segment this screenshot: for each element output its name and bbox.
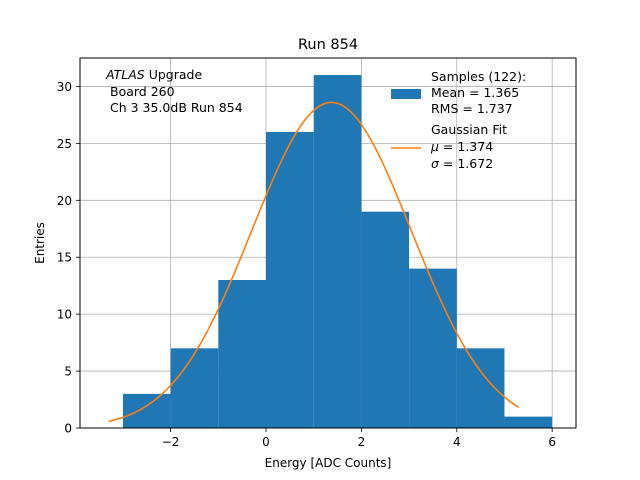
histogram-bar: [456, 348, 505, 428]
histogram-bar: [361, 211, 410, 428]
legend-sigma-value: = 1.672: [439, 156, 493, 171]
histogram-bar: [122, 393, 171, 428]
y-tick-label: 15: [57, 251, 72, 265]
legend-samples-mean: Mean = 1.365: [431, 85, 519, 100]
y-tick-label: 10: [57, 308, 72, 322]
x-tick-label: 0: [262, 435, 270, 449]
annotation-line-1: ATLAS Upgrade: [105, 67, 202, 82]
legend-samples-patch: [391, 89, 421, 99]
y-tick-label: 25: [57, 137, 72, 151]
histogram-bar: [218, 280, 266, 428]
annotation-board: Board 260: [110, 84, 175, 99]
annotation-upgrade: Upgrade: [145, 67, 203, 82]
legend-sigma-symbol: σ: [431, 156, 440, 171]
legend-mu-value: = 1.374: [439, 139, 493, 154]
gaussian-fit-curve: [108, 101, 520, 423]
legend-fit-sigma: σ = 1.672: [431, 156, 493, 171]
y-axis-label: Entries: [33, 222, 47, 264]
x-tick-label: −2: [162, 435, 180, 449]
annotation-atlas: ATLAS: [105, 67, 145, 82]
histogram-bar: [409, 268, 457, 428]
histogram-bar: [504, 416, 553, 428]
atlas-annotation: ATLAS Upgrade Board 260 Ch 3 35.0dB Run …: [105, 67, 243, 115]
chart-title: Run 854: [298, 37, 358, 53]
x-tick-label: 4: [453, 435, 461, 449]
y-tick-label: 30: [57, 80, 72, 94]
histogram-bars: [122, 75, 553, 429]
legend-samples-title: Samples (122):: [431, 69, 526, 84]
legend-fit-title: Gaussian Fit: [431, 122, 507, 137]
legend-fit-mu: μ = 1.374: [430, 139, 493, 154]
x-axis-label: Energy [ADC Counts]: [265, 456, 392, 470]
histogram-bar: [266, 132, 314, 428]
histogram-bar: [170, 348, 219, 428]
axis-ticks: −2 0 2 4 6 0 5 10 15 20 25 30: [57, 80, 556, 449]
x-tick-label: 2: [358, 435, 366, 449]
histogram-bar: [313, 75, 362, 429]
legend-mu-symbol: μ: [430, 139, 439, 154]
legend-samples-rms: RMS = 1.737: [431, 101, 513, 116]
annotation-channel-run: Ch 3 35.0dB Run 854: [110, 100, 243, 115]
x-tick-label: 6: [548, 435, 556, 449]
y-tick-label: 20: [57, 194, 72, 208]
y-tick-label: 5: [64, 365, 72, 379]
legend: Samples (122): Mean = 1.365 RMS = 1.737 …: [391, 69, 526, 171]
plot-frame: [79, 57, 577, 429]
y-tick-label: 0: [64, 422, 72, 436]
